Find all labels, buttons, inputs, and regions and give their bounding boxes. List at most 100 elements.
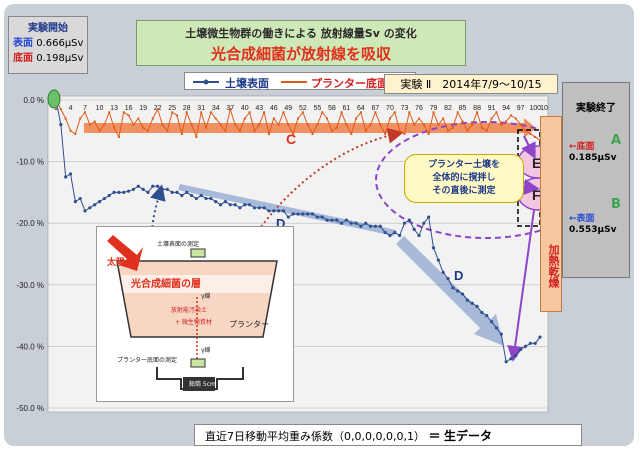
surface-series-point [335, 218, 339, 222]
x-tick-label: 64 [357, 105, 365, 112]
surface-series-point [422, 221, 426, 225]
bottom-series-point [403, 132, 406, 135]
surface-series-point [199, 193, 203, 198]
surface-series-point [412, 227, 416, 231]
surface-series-point [446, 277, 450, 281]
chart-title-box: 土壌微生物群の働きによる 放射線量Sv の変化 光合成細菌が放射線を吸収 [136, 20, 466, 66]
x-tick-label: 19 [139, 105, 147, 112]
bottom-series-point [374, 111, 377, 114]
bottom-series-point [59, 108, 62, 111]
bottom-series-point [219, 123, 222, 126]
surface-series-point [523, 344, 528, 348]
y-tick-label: -20.0 % [16, 219, 44, 228]
surface-series-point [233, 203, 237, 207]
surface-series-point [78, 196, 82, 201]
surface-series-point [248, 203, 252, 207]
x-tick-label: 100 [529, 105, 541, 112]
surface-series-point [277, 209, 281, 213]
chart-title-line1: 土壌微生物群の働きによる 放射線量Sv の変化 [185, 27, 417, 40]
surface-series-point [102, 196, 106, 201]
surface-series-point [494, 326, 499, 330]
surface-series-point [398, 233, 402, 238]
bottom-series-point [345, 123, 348, 126]
surface-series-point [286, 215, 290, 219]
x-tick-label: 58 [328, 105, 336, 112]
planter-diagram-drawing [107, 235, 278, 391]
start-marker [47, 89, 61, 109]
surface-series-point [460, 292, 465, 296]
bottom-series-point [311, 132, 314, 135]
surface-series-point [68, 172, 73, 176]
bottom-series-point [384, 132, 387, 135]
y-tick-label: -30.0 % [16, 281, 44, 290]
planter-diagram: 太陽光 土壌表面の測定 光合成細菌の層 γ線 放射能汚染土 + 微生物資材 プラ… [96, 226, 294, 402]
label-f: F [532, 187, 541, 203]
surface-series-point [441, 270, 445, 275]
y-tick-label: -40.0 % [16, 342, 44, 351]
surface-series-point [330, 218, 334, 222]
surface-series-point [364, 221, 368, 225]
bottom-series-point [485, 129, 488, 132]
surface-series-point [204, 196, 208, 201]
end-marker-a: A [611, 133, 622, 148]
bottom-series-point [161, 123, 164, 126]
bottom-series-point [456, 111, 459, 114]
bottom-series-point [171, 111, 174, 114]
bottom-series-point [258, 123, 261, 126]
surface-series-point [427, 215, 431, 219]
start-title: 実験開始 [28, 23, 68, 34]
bottom-series-point [418, 117, 420, 120]
bottom-series-point [355, 117, 358, 120]
bottom-series-point [69, 129, 72, 132]
surface-series-point [291, 212, 295, 216]
surface-series-point [451, 286, 455, 290]
bottom-series-point [330, 129, 333, 132]
label-d1: D [276, 216, 285, 231]
purple-arrow-2 [521, 135, 536, 160]
x-tick-label: 73 [401, 105, 409, 112]
surface-series-point [107, 193, 111, 198]
x-tick-label: 16 [125, 105, 133, 112]
surface-series-point [354, 221, 358, 225]
x-tick-label: 70 [386, 105, 394, 112]
bottom-series-point [529, 132, 532, 135]
surface-series-point [369, 224, 373, 228]
surface-series-point [373, 224, 378, 228]
surface-series-point [465, 298, 469, 302]
surface-series-point [310, 212, 315, 216]
surface-series-point [64, 175, 68, 179]
surface-series-point [490, 320, 494, 324]
surface-series-point [436, 258, 440, 262]
note-line2: 全体的に撹拌し [432, 173, 496, 183]
start-bottom-value: 0.198μSv [36, 53, 84, 64]
surface-series-point [383, 230, 387, 235]
surface-series-point [378, 224, 382, 228]
x-tick-label: 34 [212, 105, 220, 112]
footer-equals: ＝ [428, 429, 441, 443]
start-surface-value: 0.666μSv [36, 38, 84, 49]
bottom-series-point [127, 114, 130, 117]
bottom-series-point [340, 111, 343, 114]
surface-series-point [170, 190, 174, 194]
inset-lead: 鉛筒 5cm [189, 381, 216, 388]
surface-series-point [509, 357, 513, 361]
surface-series-point [238, 206, 242, 210]
x-tick-label: 91 [488, 105, 496, 112]
x-tick-label: 88 [473, 105, 481, 112]
y-tick-label: -50.0 % [16, 404, 44, 413]
bottom-series-point [122, 111, 125, 114]
bottom-series-point [301, 111, 304, 114]
x-tick-label: 46 [270, 105, 278, 112]
bottom-series-point [350, 132, 353, 135]
surface-series-point [315, 215, 319, 219]
bottom-series-point [84, 111, 87, 114]
surface-series-point [359, 224, 363, 228]
x-tick-label: 25 [168, 105, 176, 112]
experiment-label: 実験 Ⅱ 2014年7/9〜10/15 [384, 74, 558, 94]
bottom-series-point [393, 111, 396, 114]
purple-arrow-1 [507, 209, 535, 362]
surface-series-point [228, 203, 232, 207]
bottom-series-point [238, 129, 241, 132]
series-soil-surface [54, 98, 542, 364]
bottom-series-point [432, 111, 435, 114]
